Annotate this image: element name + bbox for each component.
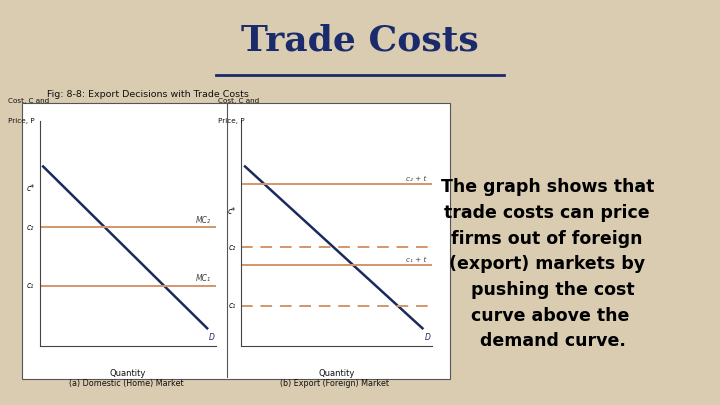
Text: Trade Costs: Trade Costs xyxy=(241,23,479,58)
Text: Price, P: Price, P xyxy=(218,118,245,124)
Text: Fig: 8-8: Export Decisions with Trade Costs: Fig: 8-8: Export Decisions with Trade Co… xyxy=(47,90,248,99)
Text: c₂: c₂ xyxy=(27,223,35,232)
Text: D: D xyxy=(424,333,431,342)
Text: c*: c* xyxy=(26,184,35,194)
Text: c₂: c₂ xyxy=(228,243,235,252)
Text: (b) Export (Foreign) Market: (b) Export (Foreign) Market xyxy=(280,379,390,388)
Text: c₁: c₁ xyxy=(27,281,35,290)
Text: MC₂: MC₂ xyxy=(196,216,211,225)
Text: Quantity: Quantity xyxy=(318,369,355,378)
Text: The graph shows that
trade costs can price
firms out of foreign
(export) markets: The graph shows that trade costs can pri… xyxy=(441,178,654,350)
Text: c₂ + t: c₂ + t xyxy=(406,176,426,182)
Text: D: D xyxy=(209,333,215,342)
Text: c*: c* xyxy=(228,207,235,216)
Text: (a) Domestic (Home) Market: (a) Domestic (Home) Market xyxy=(68,379,184,388)
Text: c₁ + t: c₁ + t xyxy=(406,257,426,263)
Text: Cost, C and: Cost, C and xyxy=(8,98,49,104)
Text: Cost, C and: Cost, C and xyxy=(218,98,259,104)
Text: Quantity: Quantity xyxy=(109,369,146,378)
Text: c₁: c₁ xyxy=(228,301,235,310)
Text: MC₁: MC₁ xyxy=(196,274,211,283)
Text: Price, P: Price, P xyxy=(8,118,35,124)
